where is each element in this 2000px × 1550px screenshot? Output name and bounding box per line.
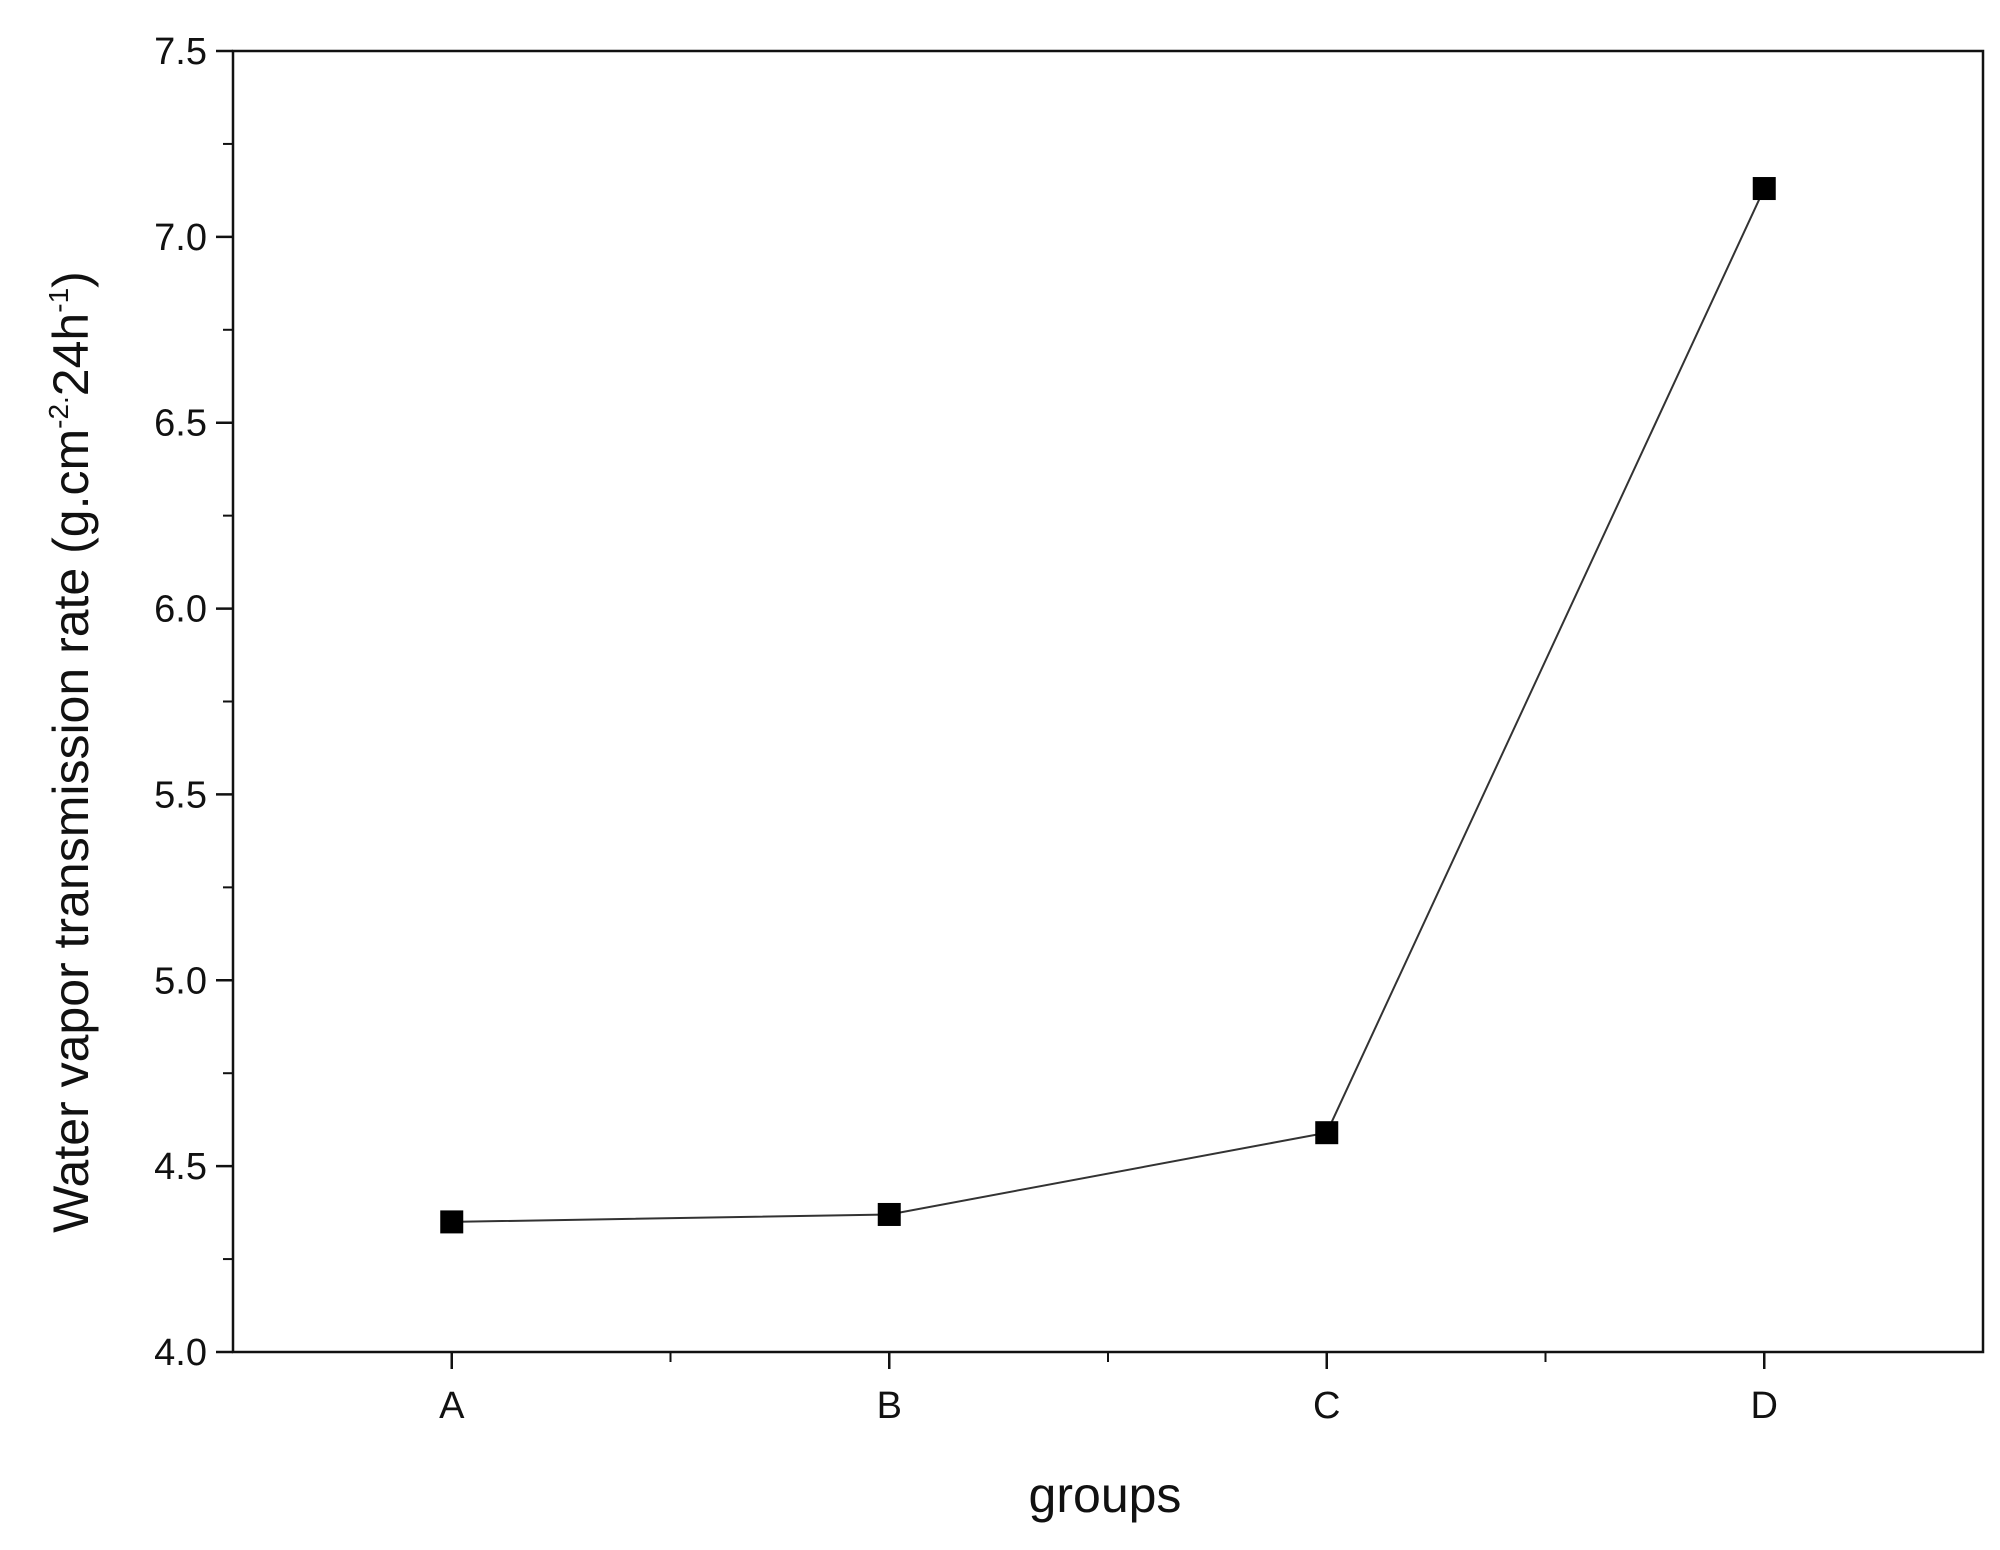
y-title-part: 24h — [43, 313, 99, 396]
x-tick-label: D — [1751, 1385, 1778, 1427]
y-title-part: ) — [43, 271, 99, 288]
y-tick-label: 5.5 — [154, 774, 207, 816]
plot-frame — [231, 49, 1985, 1354]
data-point — [877, 1202, 901, 1226]
y-tick-label: 6.5 — [154, 403, 207, 445]
y-tick-label: 6.0 — [154, 589, 207, 631]
series-line — [451, 188, 1766, 1223]
y-title-part: Water vapor transmission rate (g.cm — [43, 429, 99, 1233]
y-title-sup: -1 — [43, 288, 74, 313]
x-tick-label: B — [877, 1385, 902, 1427]
data-point — [440, 1210, 464, 1234]
x-axis-title: groups — [1029, 1467, 1182, 1523]
data-point — [1752, 177, 1776, 201]
y-tick-label: 4.0 — [154, 1332, 207, 1374]
y-tick-label: 7.0 — [154, 217, 207, 259]
data-point — [1315, 1121, 1339, 1145]
y-title-sup: -2. — [43, 396, 74, 429]
y-tick-label: 5.0 — [154, 960, 207, 1002]
y-tick-label: 7.5 — [154, 31, 207, 73]
x-tick-label: C — [1313, 1385, 1340, 1427]
y-tick-label: 4.5 — [154, 1146, 207, 1188]
y-axis-title: Water vapor transmission rate (g.cm-2.24… — [43, 271, 99, 1233]
x-tick-label: A — [439, 1385, 465, 1427]
